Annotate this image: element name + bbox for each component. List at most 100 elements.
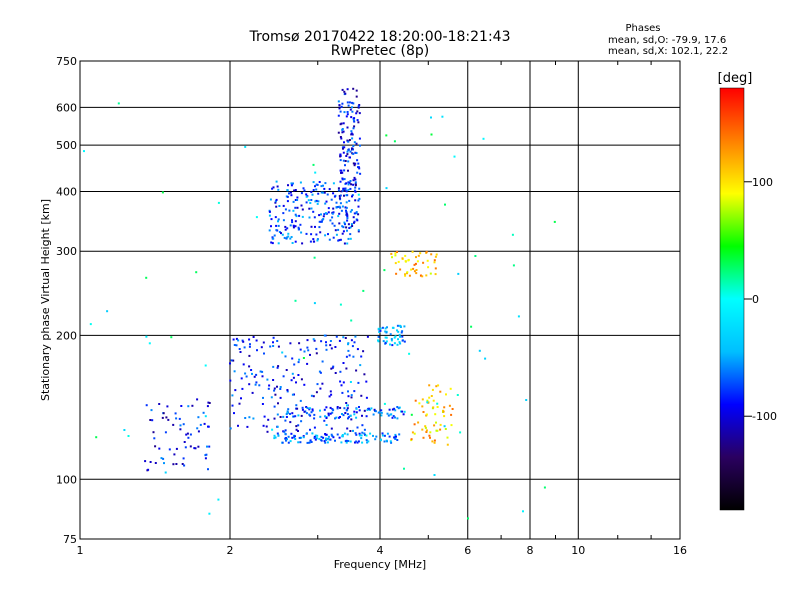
data-point (353, 164, 356, 167)
data-point (424, 426, 427, 429)
data-point (358, 104, 361, 106)
data-point (286, 200, 289, 203)
data-point (231, 394, 234, 397)
data-point (295, 404, 298, 407)
data-point (313, 437, 316, 439)
data-point (276, 413, 279, 416)
data-point (393, 336, 396, 339)
data-point (278, 205, 281, 207)
data-point (263, 352, 265, 355)
data-point (197, 416, 200, 419)
data-point (352, 87, 355, 90)
data-point (377, 335, 380, 338)
data-point (287, 435, 290, 438)
data-point (428, 434, 431, 437)
data-point (341, 413, 343, 415)
data-point (408, 352, 411, 355)
data-point (325, 424, 328, 426)
data-point (310, 411, 313, 414)
data-point (321, 360, 324, 363)
data-point (428, 396, 431, 399)
data-point (317, 200, 320, 203)
data-point (381, 432, 384, 435)
data-point (397, 338, 399, 341)
data-point (332, 436, 335, 439)
data-point (396, 439, 399, 441)
data-point (337, 189, 340, 192)
y-tick-label: 750 (56, 55, 77, 68)
data-point (320, 435, 323, 438)
data-point (410, 413, 413, 416)
data-point (297, 424, 300, 427)
data-point (185, 433, 188, 436)
data-point (314, 225, 316, 228)
data-point (289, 224, 292, 227)
data-point (275, 229, 278, 232)
data-point (349, 187, 352, 190)
data-point (342, 336, 345, 339)
data-point (320, 185, 323, 188)
data-point (398, 406, 401, 409)
data-point (320, 340, 323, 343)
data-point (290, 236, 293, 238)
data-point (313, 302, 316, 305)
data-point (325, 348, 328, 351)
data-point (292, 200, 295, 203)
data-point (384, 341, 387, 344)
data-point (172, 463, 175, 466)
data-point (186, 432, 189, 435)
data-point (306, 346, 309, 349)
data-point (359, 172, 362, 175)
data-point (323, 187, 326, 190)
data-point (277, 402, 279, 405)
data-point (324, 234, 327, 237)
data-point (277, 365, 280, 368)
data-point (433, 259, 436, 262)
data-point (164, 431, 167, 434)
data-point (294, 189, 297, 191)
y-tick-label: 500 (56, 139, 77, 152)
data-point (384, 327, 387, 330)
data-point (398, 433, 401, 436)
data-point (261, 403, 264, 405)
data-point (289, 237, 292, 240)
data-point (183, 441, 186, 443)
data-point (262, 341, 265, 344)
data-point (232, 338, 235, 341)
data-point (312, 395, 315, 398)
data-point (267, 387, 270, 390)
data-point (377, 327, 380, 330)
data-point (396, 324, 399, 327)
data-point (347, 390, 349, 393)
data-point (296, 206, 299, 209)
data-point (248, 338, 251, 341)
data-point (285, 439, 287, 442)
data-point (262, 424, 265, 427)
data-point (433, 441, 436, 444)
data-point (291, 357, 294, 360)
data-point (338, 197, 341, 200)
data-point (341, 391, 344, 394)
data-point (365, 380, 368, 383)
data-point (435, 385, 438, 388)
data-point (379, 439, 382, 442)
data-point (355, 152, 358, 154)
data-point (234, 389, 237, 392)
data-point (275, 224, 278, 227)
data-point (356, 348, 359, 351)
data-point (450, 424, 453, 427)
data-point (380, 414, 383, 417)
data-point (345, 201, 348, 204)
data-point (325, 433, 328, 436)
data-point (431, 388, 434, 391)
data-point (183, 464, 186, 467)
data-point (388, 435, 391, 438)
data-point (345, 182, 348, 185)
data-point (275, 198, 278, 201)
data-point (245, 375, 248, 378)
data-point (158, 447, 161, 450)
grid-lines (80, 61, 680, 539)
data-point (322, 436, 325, 439)
chart-subtitle: RwPretec (8p) (331, 43, 429, 59)
data-point (279, 396, 282, 399)
